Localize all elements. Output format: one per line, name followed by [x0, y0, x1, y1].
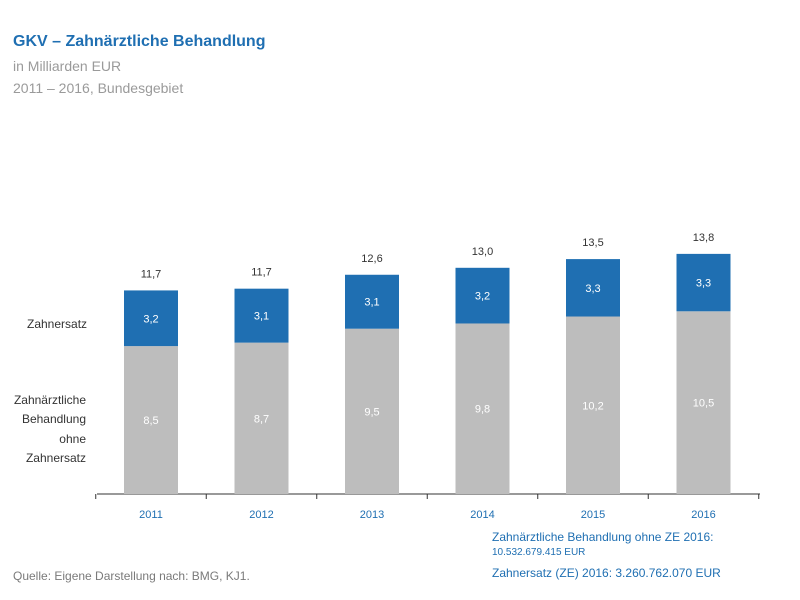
- label-zahnersatz-2012: 3,1: [254, 311, 269, 323]
- row-label-zahnersatz: Zahnersatz: [27, 317, 87, 331]
- bar-zahnersatz-2013: [345, 274, 399, 329]
- bar-behandlung-2013: [345, 328, 399, 494]
- row-label-behandlung-line-2: Behandlung: [22, 412, 86, 426]
- chart-title: GKV – Zahnärztliche Behandlung: [13, 33, 266, 50]
- row-label-behandlung-line-4: Zahnersatz: [26, 451, 86, 465]
- label-behandlung-2013: 9,5: [364, 406, 379, 418]
- bar-zahnersatz-2012: [234, 288, 289, 343]
- chart-period: 2011 – 2016, Bundesgebiet: [13, 80, 184, 96]
- x-tick-2013: 2013: [360, 509, 384, 521]
- label-zahnersatz-2011: 3,2: [143, 313, 158, 325]
- bar-behandlung-2014: [455, 323, 510, 494]
- note-zahnersatz: Zahnersatz (ZE) 2016: 3.260.762.070 EUR: [492, 566, 721, 580]
- label-total-2011: 11,7: [141, 268, 162, 280]
- label-total-2015: 13,5: [582, 237, 603, 249]
- label-zahnersatz-2016: 3,3: [696, 278, 711, 290]
- label-total-2012: 11,7: [251, 267, 272, 279]
- label-total-2013: 12,6: [361, 253, 382, 265]
- row-label-behandlung-line-1: Zahnärztliche: [14, 393, 86, 407]
- x-tick-2014: 2014: [470, 509, 494, 521]
- label-behandlung-2012: 8,7: [254, 413, 269, 425]
- chart-subtitle: in Milliarden EUR: [13, 58, 122, 74]
- bar-behandlung-2015: [566, 316, 620, 494]
- bar-behandlung-2016: [676, 311, 731, 494]
- label-zahnersatz-2015: 3,3: [585, 283, 600, 295]
- bar-behandlung-2011: [124, 346, 178, 494]
- bar-zahnersatz-2016: [676, 253, 731, 312]
- bar-zahnersatz-2011: [124, 290, 178, 347]
- bar-zahnersatz-2014: [455, 267, 510, 324]
- bar-behandlung-2012: [234, 342, 289, 494]
- bar-zahnersatz-2015: [566, 259, 620, 317]
- label-behandlung-2016: 10,5: [693, 398, 714, 410]
- source-note: Quelle: Eigene Darstellung nach: BMG, KJ…: [13, 569, 250, 583]
- label-total-2014: 13,0: [472, 246, 493, 258]
- label-behandlung-2015: 10,2: [582, 400, 603, 412]
- label-total-2016: 13,8: [693, 232, 714, 244]
- x-tick-2016: 2016: [691, 509, 715, 521]
- label-behandlung-2014: 9,8: [475, 404, 490, 416]
- note-behandlung-label: Zahnärztliche Behandlung ohne ZE 2016:: [492, 530, 714, 544]
- x-tick-2015: 2015: [581, 509, 605, 521]
- label-zahnersatz-2014: 3,2: [475, 291, 490, 303]
- row-label-behandlung-line-3: ohne: [59, 432, 86, 446]
- x-tick-2011: 2011: [139, 509, 163, 521]
- label-behandlung-2011: 8,5: [143, 415, 158, 427]
- label-zahnersatz-2013: 3,1: [364, 297, 379, 309]
- note-behandlung-value: 10.532.679.415 EUR: [492, 547, 586, 558]
- x-tick-2012: 2012: [249, 509, 273, 521]
